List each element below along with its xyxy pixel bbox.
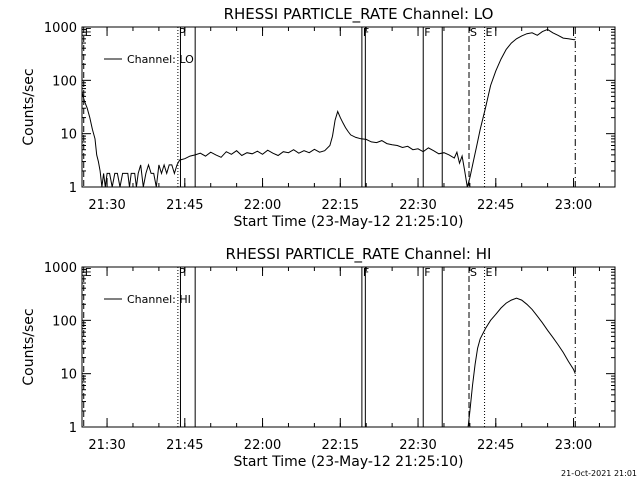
event-marker-label: S xyxy=(470,266,477,279)
y-axis-label: Counts/sec xyxy=(21,308,37,385)
series-line-0 xyxy=(467,297,576,428)
x-tick-label: 21:30 xyxy=(88,198,125,213)
x-tick-label: 22:30 xyxy=(399,438,436,453)
x-tick-label: 22:45 xyxy=(477,438,514,453)
event-marker-label: F xyxy=(424,26,430,39)
plot-frame xyxy=(81,266,616,428)
x-tick-label: 22:00 xyxy=(244,438,281,453)
y-tick-label: 1000 xyxy=(44,21,77,36)
event-marker-label: E xyxy=(85,26,92,39)
event-marker-label: P xyxy=(179,26,186,39)
x-axis-label: Start Time (23-May-12 21:25:10) xyxy=(233,454,463,470)
y-tick-label: 100 xyxy=(52,314,77,329)
x-tick-label: 22:15 xyxy=(322,198,359,213)
x-tick-label: 22:30 xyxy=(399,198,436,213)
x-tick-label: 22:15 xyxy=(322,438,359,453)
event-marker-label: E xyxy=(486,26,493,39)
event-marker-label: E xyxy=(486,266,493,279)
event-marker-label: F xyxy=(363,266,369,279)
series-line-0 xyxy=(81,28,576,188)
y-tick-label: 100 xyxy=(52,74,77,89)
x-tick-label: 21:45 xyxy=(166,198,203,213)
x-tick-label: 21:30 xyxy=(88,438,125,453)
generation-timestamp: 21-Oct-2021 21:01 xyxy=(561,469,637,478)
chart-panel-lo: RHESSI PARTICLE_RATE Channel: LO Start Ti… xyxy=(21,5,616,230)
y-tick-label: 10 xyxy=(60,128,77,143)
chart-panel-hi: RHESSI PARTICLE_RATE Channel: HI Start Ti… xyxy=(21,245,616,470)
event-marker-label: P xyxy=(179,266,186,279)
event-marker-label: S xyxy=(470,26,477,39)
event-marker-label: F xyxy=(363,26,369,39)
x-tick-label: 23:00 xyxy=(555,198,592,213)
y-axis-label: Counts/sec xyxy=(21,68,37,145)
chart-title: RHESSI PARTICLE_RATE Channel: LO xyxy=(224,5,494,24)
x-axis-label: Start Time (23-May-12 21:25:10) xyxy=(233,214,463,230)
y-tick-label: 10 xyxy=(60,368,77,383)
x-tick-label: 22:00 xyxy=(244,198,281,213)
x-tick-label: 23:00 xyxy=(555,438,592,453)
y-tick-label: 1 xyxy=(69,421,77,436)
chart-title: RHESSI PARTICLE_RATE Channel: HI xyxy=(226,245,492,264)
event-marker-label: F xyxy=(424,266,430,279)
legend-label: Channel: HI xyxy=(127,293,191,306)
y-tick-label: 1 xyxy=(69,181,77,196)
legend-label: Channel: LO xyxy=(127,53,194,66)
y-tick-label: 1000 xyxy=(44,261,77,276)
plot-frame xyxy=(81,26,616,188)
x-tick-label: 22:45 xyxy=(477,198,514,213)
x-tick-label: 21:45 xyxy=(166,438,203,453)
event-marker-label: E xyxy=(85,266,92,279)
